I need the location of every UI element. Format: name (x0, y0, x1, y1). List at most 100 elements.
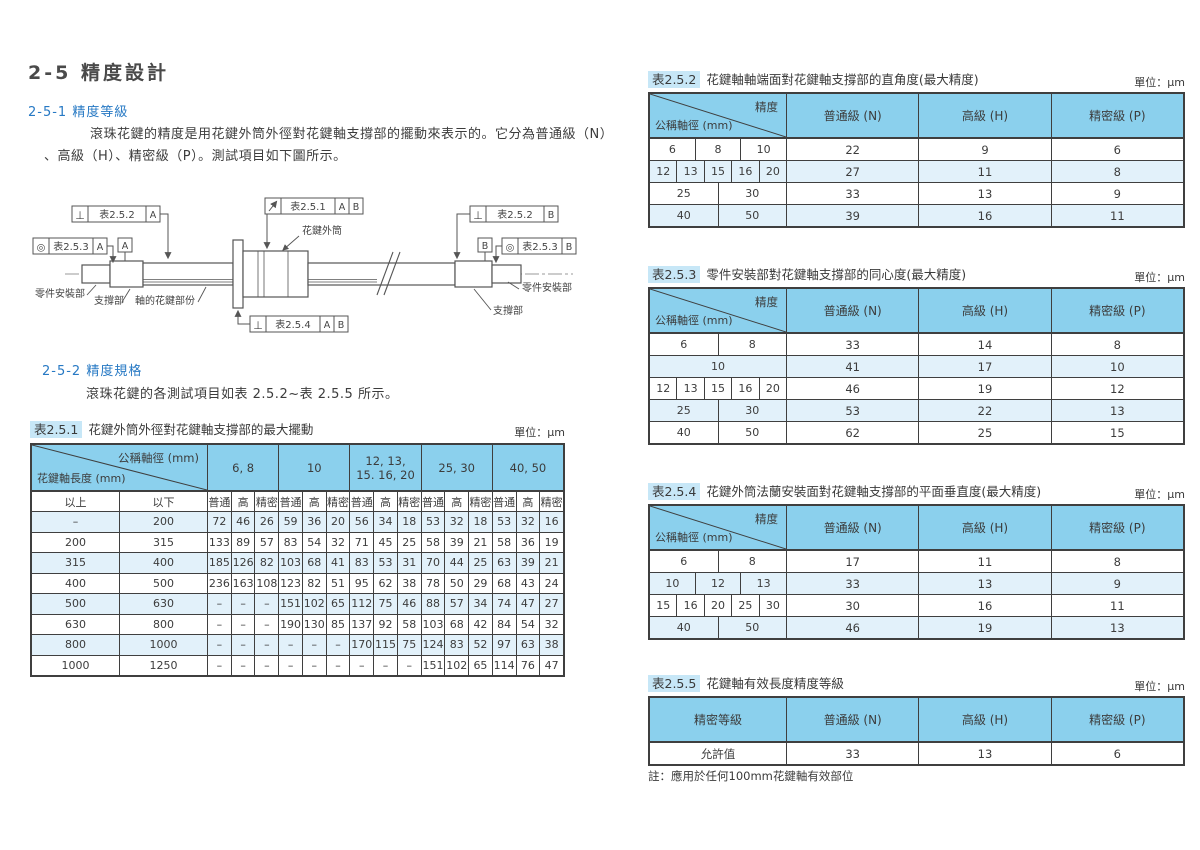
diameter-cell: 15 (705, 378, 733, 399)
left-support (109, 260, 144, 288)
header-cell: 精密級 (P) (1051, 698, 1183, 741)
table-row: 10 12 13 33 13 9 (650, 572, 1183, 594)
diameter-cell: 40 (650, 205, 719, 226)
diameter-cell: 8 (748, 555, 756, 568)
value-cell: 11 (919, 551, 1052, 572)
value-cell: 44 (445, 553, 470, 573)
value-cell: 11 (1110, 208, 1125, 223)
range-header-cell: 以上 (32, 492, 120, 511)
grade-header-cell: 普通 (350, 492, 375, 511)
diameter-cell: 8 (748, 338, 756, 351)
table-252-unit: 單位：μm (1134, 76, 1185, 89)
value-cell: 63 (493, 553, 517, 573)
value-cell: 62 (374, 573, 398, 593)
diameter-cell: 15 (650, 595, 678, 616)
value-cell: 103 (422, 614, 446, 634)
value-cell: 163 (232, 573, 256, 593)
value-cell: 33 (787, 573, 920, 594)
table-header-row: 精密等級 普通級 (N) 高級 (H) 精密級 (P) (650, 698, 1183, 742)
value-cell: 51 (327, 573, 351, 593)
value-cell: 18 (469, 512, 493, 532)
value-cell: – (303, 655, 327, 675)
perpendicularity-icon: ⊥ (75, 209, 85, 222)
table-row: 500 630– – –151 102 65 112 75 46 88 57 34 74 47 27 (32, 593, 563, 614)
svg-text:表2.5.3: 表2.5.3 (53, 240, 88, 253)
value-cell: 72 (208, 512, 232, 532)
value-cell: 6 (1113, 142, 1121, 157)
value-cell: 58 (493, 532, 517, 552)
header-cell: 高級 (H) (919, 506, 1052, 549)
table-255-grid: 精密等級 普通級 (N) 高級 (H) 精密級 (P) 允許值 33 13 6 (648, 696, 1185, 766)
svg-text:表2.5.3: 表2.5.3 (522, 240, 557, 253)
value-cell: 27 (544, 597, 559, 611)
value-cell: 38 (544, 638, 559, 652)
svg-text:表2.5.2: 表2.5.2 (497, 208, 532, 221)
value-cell: 236 (208, 573, 232, 593)
value-cell: – (374, 655, 398, 675)
diameter-cell: 12 (650, 378, 678, 399)
value-cell: 63 (517, 635, 541, 655)
diameter-cell: 6 (650, 551, 719, 572)
table-row: 1000 1250– – – – – – – – –151 102 65 114 76 47 (32, 654, 563, 675)
grade-header-cell: 高 (517, 492, 541, 511)
value-cell: 31 (398, 553, 422, 573)
value-cell: 103 (279, 553, 303, 573)
table-254-grid: 精度 公稱軸徑 (mm) 普通級 (N) 高級 (H) 精密級 (P) 6 8 17 11 8 10… (648, 504, 1185, 640)
value-cell: 78 (422, 573, 446, 593)
svg-text:A: A (122, 241, 129, 252)
label-spline-part: 軸的花鍵部份 (135, 294, 195, 307)
value-cell: 11 (1110, 598, 1125, 613)
value-cell: 68 (303, 553, 327, 573)
value-cell: 6 (1113, 746, 1121, 761)
diagonal-header-cell: 精度 公稱軸徑 (mm) (650, 289, 787, 332)
value-cell: 25 (398, 532, 422, 552)
length-over-cell: 630 (32, 614, 120, 634)
table-row: 25 30 53 22 13 (650, 399, 1183, 421)
value-cell: – (303, 635, 327, 655)
length-over-cell: 200 (32, 532, 120, 552)
grade-header-cell: 高 (232, 492, 256, 511)
diameter-cells: 10 (650, 356, 787, 377)
diameter-cell: 25 (732, 595, 760, 616)
value-cell: 24 (544, 576, 559, 590)
diameter-cell: 50 (745, 209, 760, 222)
value-cell: 34 (469, 594, 493, 614)
diameter-cells: 12 13 15 16 20 (650, 378, 787, 399)
value-cell: – (255, 635, 280, 655)
value-cell: 89 (232, 532, 256, 552)
length-over-cell: – (32, 512, 120, 532)
table-row: 40 50 62 25 15 (650, 421, 1183, 443)
header-cell: 普通級 (N) (787, 94, 920, 137)
table-row: 25 30 33 13 9 (650, 182, 1183, 204)
section-2-5-1-heading: 2-5-1 精度等級 (28, 101, 128, 120)
diagonal-divider (650, 289, 786, 332)
value-cell: 22 (919, 400, 1052, 421)
value-cell: 29 (469, 573, 493, 593)
table-255-caption: 表2.5.5 花鍵軸有效長度精度等級 (648, 673, 844, 692)
value-cell: 9 (919, 139, 1052, 160)
spline-grooves (143, 251, 377, 297)
svg-text:A: A (150, 210, 157, 221)
value-cell: 34 (374, 512, 398, 532)
value-cell: – (255, 655, 280, 675)
diagonal-top-label: 精度 (755, 295, 778, 309)
table-header-row: 精度 公稱軸徑 (mm) 普通級 (N) 高級 (H) 精密級 (P) (650, 506, 1183, 550)
diameter-cells: 10 12 13 (650, 573, 787, 594)
length-over-cell: 800 (32, 635, 120, 655)
value-cell: 190 (279, 614, 303, 634)
fcf-perpendicularity-b: ⊥ 表2.5.2 B (453, 205, 559, 260)
value-cell: 14 (919, 334, 1052, 355)
grade-header-cell: 高 (445, 492, 470, 511)
value-cell: 47 (544, 658, 559, 672)
diagonal-bottom-label: 公稱軸徑 (mm) (655, 531, 733, 544)
value-cell: 32 (517, 512, 541, 532)
diagonal-header-cell: 公稱軸徑 (mm) 花鍵軸長度 (mm) (32, 445, 208, 490)
diameter-group-header: 25, 30 (421, 445, 493, 490)
value-cell: 108 (255, 573, 280, 593)
table-row: 200 315 133 89 57 83 54 32 71 45 25 58 39 21 58 36 19 (32, 531, 563, 552)
table-row: –200 72 46 26 59 36 20 56 34 18 53 32 18 53 32 16 (32, 511, 563, 532)
diameter-cells: 6 8 10 (650, 139, 787, 160)
diameter-group-header: 10 (279, 445, 351, 490)
diameter-cell: 12 (650, 161, 678, 182)
length-under-cell: 630 (120, 594, 208, 614)
